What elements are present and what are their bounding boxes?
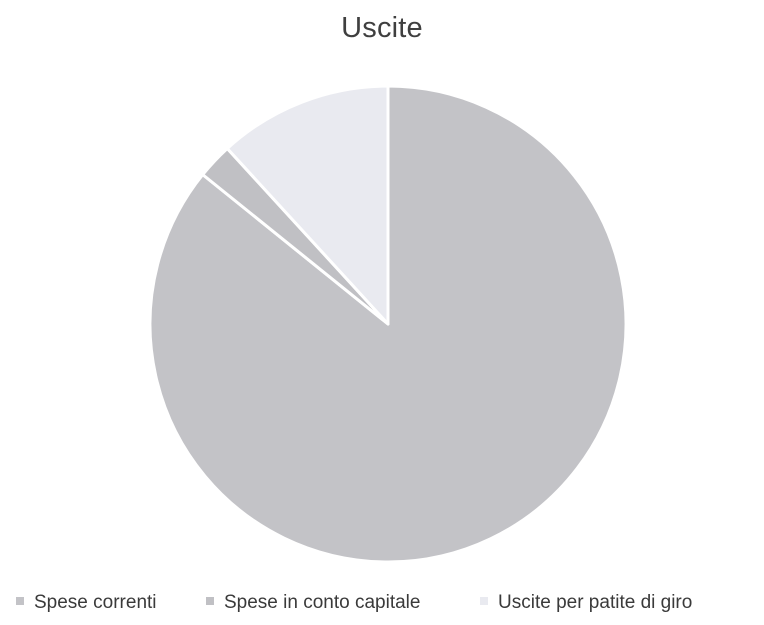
legend-label-spese-correnti: Spese correnti	[34, 592, 157, 613]
legend-label-uscite-per-patite-di-giro: Uscite per patite di giro	[498, 592, 693, 613]
legend-item-spese-in-conto-capitale: Spese in conto capitale	[206, 592, 420, 614]
legend-item-spese-correnti: Spese correnti	[16, 592, 157, 614]
chart-title: Uscite	[341, 12, 423, 44]
legend-swatch-spese-correnti	[16, 597, 24, 605]
legend: Spese correnti Spese in conto capitale U…	[0, 592, 764, 624]
legend-swatch-uscite-per-patite-di-giro	[480, 597, 488, 605]
legend-label-spese-in-conto-capitale: Spese in conto capitale	[224, 592, 421, 613]
pie-chart	[148, 84, 628, 564]
legend-swatch-spese-in-conto-capitale	[206, 597, 214, 605]
pie-slice-uscite-per-patite-di-giro	[225, 84, 390, 326]
legend-item-uscite-per-patite-di-giro: Uscite per patite di giro	[480, 592, 692, 614]
